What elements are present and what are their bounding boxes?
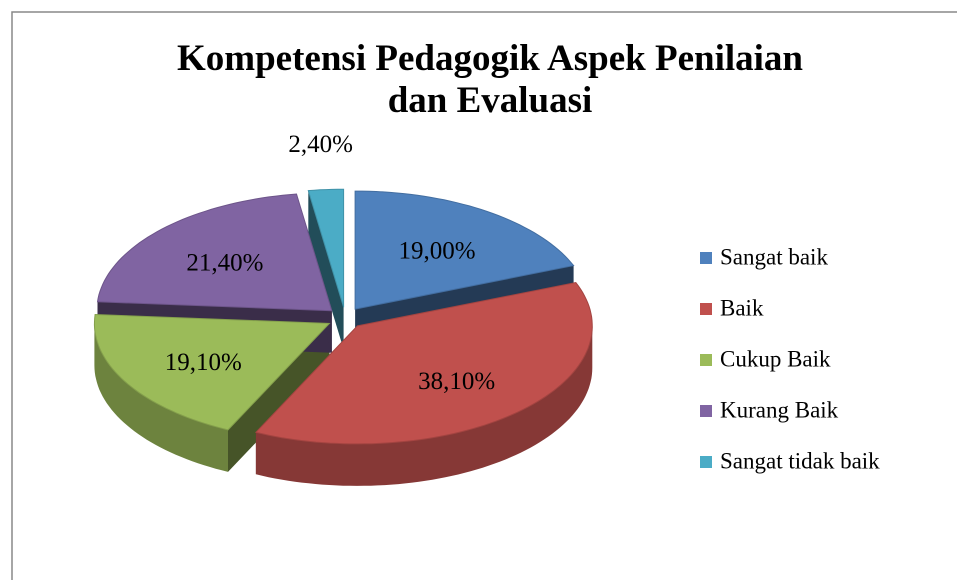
legend-swatch (700, 456, 712, 468)
legend-swatch (700, 354, 712, 366)
legend-label: Sangat tidak baik (720, 448, 880, 473)
data-label: 19,00% (398, 237, 475, 264)
legend-swatch (700, 303, 712, 315)
slice-side (308, 190, 344, 350)
data-label: 38,10% (418, 368, 495, 395)
chart-title: Kompetensi Pedagogik Aspek Penilaian dan… (177, 38, 803, 121)
legend-label: Cukup Baik (720, 346, 831, 371)
chart-border (11, 11, 957, 580)
slice (254, 281, 593, 445)
legend-label: Baik (720, 295, 764, 320)
slice-side (94, 323, 229, 472)
legend-label: Sangat baik (720, 244, 828, 269)
slice (96, 193, 333, 312)
slice (354, 190, 575, 310)
data-label: 21,40% (186, 250, 263, 277)
slice (93, 313, 331, 431)
legend-swatch (700, 405, 712, 417)
legend-swatch (700, 252, 712, 264)
slice (307, 188, 345, 308)
data-label: 2,40% (288, 131, 353, 158)
slice-side (255, 325, 593, 486)
data-label: 19,10% (165, 349, 242, 376)
legend-label: Kurang Baik (720, 397, 839, 422)
